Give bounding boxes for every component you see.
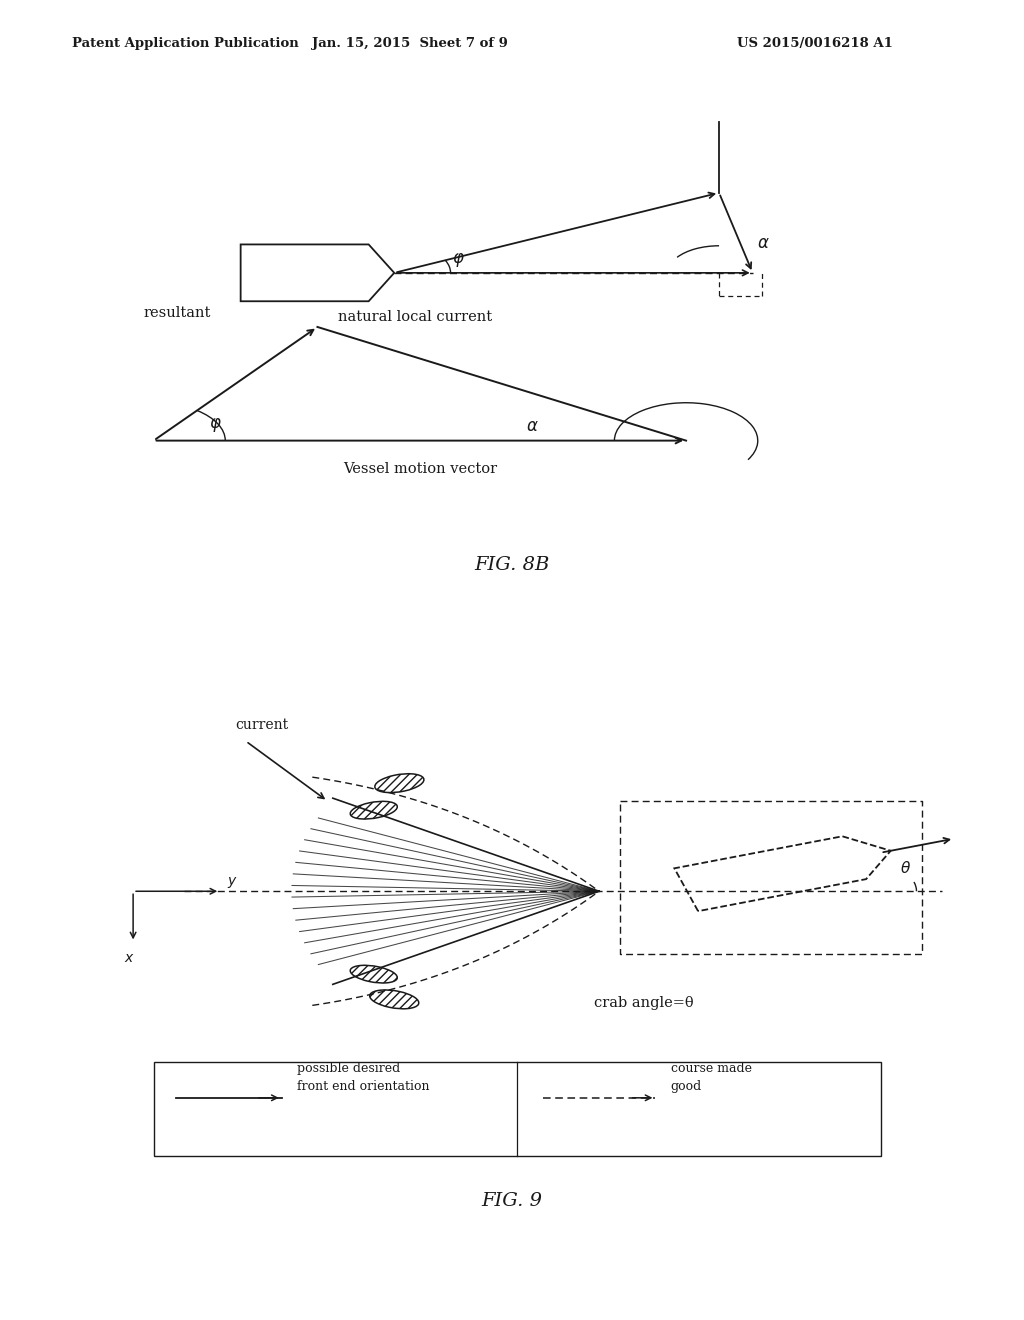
Text: resultant: resultant [143, 306, 211, 321]
Ellipse shape [350, 965, 397, 983]
Text: y: y [227, 874, 236, 888]
Text: natural local current: natural local current [338, 310, 493, 325]
Text: α: α [527, 417, 538, 436]
Text: FIG. 8B: FIG. 8B [474, 556, 550, 574]
Text: course made
good: course made good [671, 1063, 752, 1093]
Ellipse shape [375, 774, 424, 792]
Text: Patent Application Publication: Patent Application Publication [72, 37, 298, 50]
Text: crab angle=θ: crab angle=θ [594, 997, 693, 1010]
Text: current: current [236, 718, 289, 733]
Text: x: x [124, 952, 132, 965]
Ellipse shape [350, 801, 397, 818]
Text: possible desired
front end orientation: possible desired front end orientation [297, 1063, 429, 1093]
Text: Vessel motion vector: Vessel motion vector [343, 462, 497, 477]
Text: θ: θ [901, 861, 910, 876]
Ellipse shape [370, 990, 419, 1008]
Text: Jan. 15, 2015  Sheet 7 of 9: Jan. 15, 2015 Sheet 7 of 9 [311, 37, 508, 50]
Text: φ: φ [210, 414, 220, 433]
Text: US 2015/0016218 A1: US 2015/0016218 A1 [737, 37, 893, 50]
Text: α: α [758, 234, 769, 252]
Text: FIG. 9: FIG. 9 [481, 1192, 543, 1209]
Text: φ: φ [453, 249, 463, 268]
